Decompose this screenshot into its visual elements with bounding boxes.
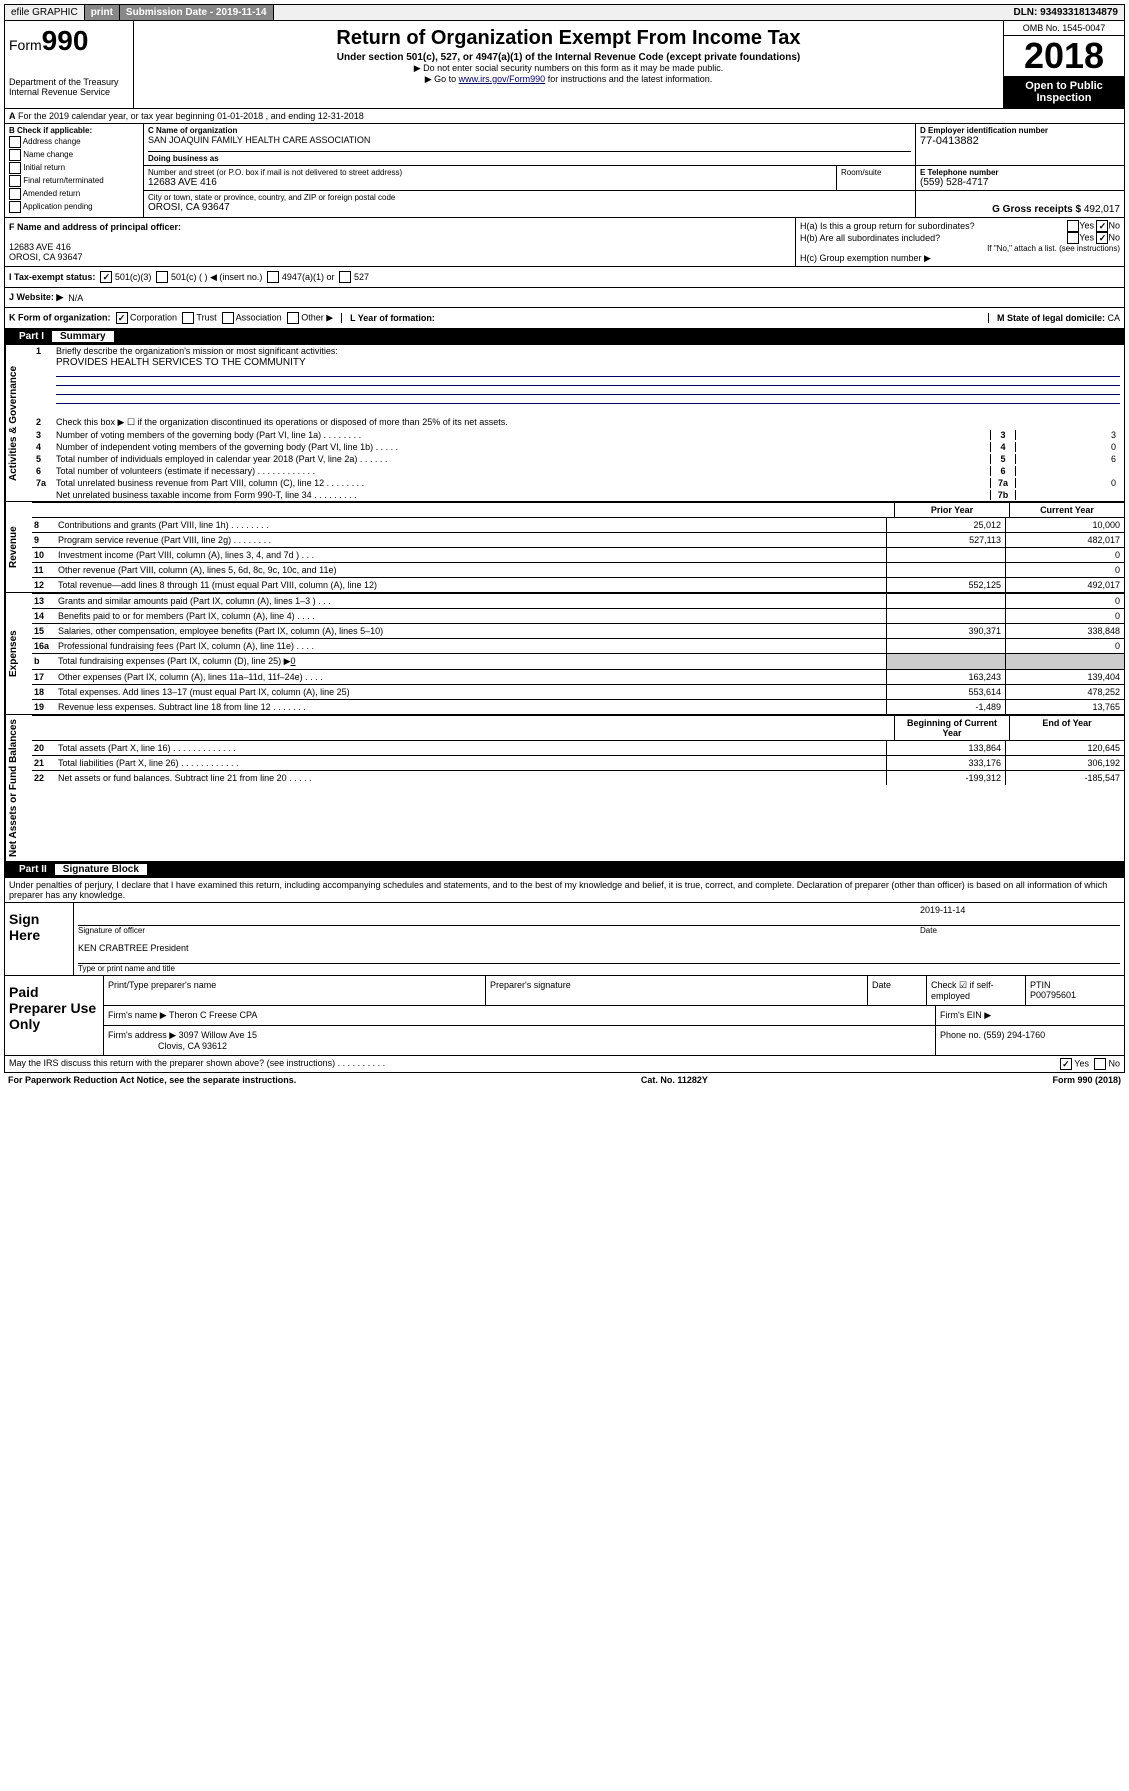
- netassets-header: Beginning of Current YearEnd of Year: [32, 715, 1124, 740]
- perjury-text: Under penalties of perjury, I declare th…: [5, 878, 1124, 902]
- line-j: J Website: ▶ N/A: [4, 288, 1125, 308]
- line-i: I Tax-exempt status: 501(c)(3) 501(c) ( …: [4, 267, 1125, 288]
- dln: DLN: 93493318134879: [1007, 5, 1124, 20]
- omb-number: OMB No. 1545-0047: [1004, 21, 1124, 36]
- box-h: H(a) Is this a group return for subordin…: [796, 218, 1124, 266]
- dept-label: Department of the Treasury Internal Reve…: [9, 77, 129, 97]
- open-public: Open to Public Inspection: [1004, 76, 1124, 108]
- mission-text: PROVIDES HEALTH SERVICES TO THE COMMUNIT…: [32, 357, 1124, 416]
- governance-label: Activities & Governance: [5, 345, 32, 501]
- subtitle-3: ▶ Go to www.irs.gov/Form990 for instruct…: [142, 74, 995, 85]
- revenue-header: Prior YearCurrent Year: [32, 502, 1124, 517]
- box-d-ein: D Employer identification number 77-0413…: [915, 124, 1124, 165]
- box-c-address: Number and street (or P.O. box if mail i…: [144, 166, 836, 190]
- box-f: F Name and address of principal officer:…: [5, 218, 796, 266]
- box-b: B Check if applicable: Address change Na…: [5, 124, 144, 217]
- discuss-row: May the IRS discuss this return with the…: [4, 1056, 1125, 1073]
- subtitle-2: ▶ Do not enter social security numbers o…: [142, 63, 995, 74]
- part-2-header: Part II Signature Block: [4, 862, 1125, 878]
- box-g-receipts: G Gross receipts $ 492,017: [915, 191, 1124, 217]
- submission-date: Submission Date - 2019-11-14: [120, 5, 274, 20]
- form-number: Form990: [9, 25, 129, 57]
- paid-preparer-grid: Print/Type preparer's name Preparer's si…: [104, 976, 1124, 1055]
- revenue-label: Revenue: [5, 502, 32, 592]
- paid-preparer-label: Paid Preparer Use Only: [5, 976, 104, 1055]
- officer-signature: 2019-11-14 Signature of officerDate KEN …: [74, 903, 1124, 975]
- room-suite: Room/suite: [836, 166, 915, 190]
- form-title: Return of Organization Exempt From Incom…: [142, 27, 995, 50]
- expenses-label: Expenses: [5, 593, 32, 714]
- irs-link[interactable]: www.irs.gov/Form990: [459, 74, 546, 84]
- footer: For Paperwork Reduction Act Notice, see …: [4, 1073, 1125, 1087]
- box-c-name: C Name of organization SAN JOAQUIN FAMIL…: [144, 124, 915, 165]
- tax-year: 2018: [1004, 36, 1124, 76]
- top-bar: efile GRAPHIC print Submission Date - 20…: [4, 4, 1125, 21]
- sign-here-label: Sign Here: [5, 903, 74, 975]
- box-c-city: City or town, state or province, country…: [144, 191, 915, 217]
- part-1-header: Part I Summary: [4, 329, 1125, 345]
- line-k: K Form of organization: Corporation Trus…: [4, 308, 1125, 329]
- efile-label: efile GRAPHIC: [5, 5, 85, 20]
- subtitle-1: Under section 501(c), 527, or 4947(a)(1)…: [142, 52, 995, 63]
- line-a: A For the 2019 calendar year, or tax yea…: [4, 109, 1125, 124]
- print-button[interactable]: print: [85, 5, 120, 20]
- netassets-label: Net Assets or Fund Balances: [5, 715, 32, 861]
- box-e-phone: E Telephone number (559) 528-4717: [915, 166, 1124, 190]
- form-header: Form990 Department of the Treasury Inter…: [4, 21, 1125, 109]
